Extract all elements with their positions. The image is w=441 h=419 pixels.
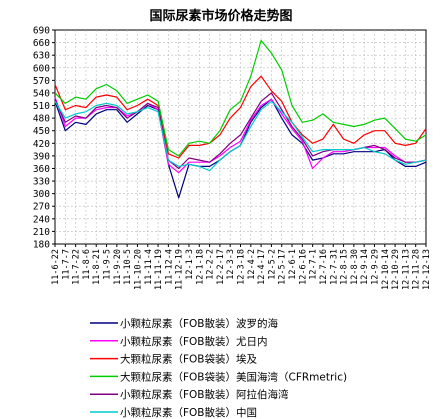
x-tick-label: 12-2-2 — [206, 249, 216, 280]
legend-label-2: 小颗粒尿素（FOB散装）尤日内 — [120, 335, 268, 348]
x-tick-label: 11-8-21 — [92, 249, 102, 285]
legend-label-3: 大颗粒尿素（FOB袋装）埃及 — [120, 353, 258, 366]
x-tick-label: 12-4-2 — [247, 249, 257, 280]
y-tick-label: 270 — [33, 202, 50, 213]
x-axis: 11-6-22 11-7-7 11-7-22 11-8-6 11-8-21 11-9-5 1… — [51, 244, 432, 290]
y-tick-label: 660 — [33, 38, 50, 49]
x-tick-label: 11-12-19 — [175, 249, 185, 290]
legend-label-6: 小颗粒尿素（FOB散装）中国 — [120, 406, 257, 419]
y-tick-label: 630 — [33, 51, 50, 62]
x-tick-label: 12-4-17 — [257, 249, 267, 285]
legend: 小颗粒尿素（FOB散装）波罗的海小颗粒尿素（FOB散装）尤日内大颗粒尿素（FOB… — [90, 317, 347, 419]
x-tick-label: 11-11-4 — [144, 249, 154, 285]
y-tick-label: 690 — [33, 26, 50, 37]
x-tick-label: 12-9-29 — [370, 249, 380, 285]
y-tick-label: 600 — [33, 63, 50, 74]
x-tick-label: 11-6-22 — [51, 249, 61, 285]
x-tick-label: 11-9-5 — [103, 249, 113, 280]
x-tick-label: 12-2-17 — [216, 249, 226, 285]
x-tick-label: 11-9-20 — [113, 249, 123, 285]
y-tick-label: 480 — [33, 114, 50, 125]
x-tick-label: 12-11-28 — [412, 249, 422, 290]
x-tick-label: 12-5-17 — [278, 249, 288, 285]
x-tick-label: 12-11-13 — [401, 249, 411, 290]
y-tick-label: 450 — [33, 126, 50, 137]
y-tick-label: 240 — [33, 214, 50, 225]
x-tick-label: 11-8-6 — [82, 249, 92, 280]
legend-label-4: 大颗粒尿素（FOB袋装）美国海湾（CFRmetric) — [120, 370, 347, 383]
x-tick-label: 12-3-18 — [237, 249, 247, 285]
y-tick-label: 360 — [33, 164, 50, 175]
x-tick-label: 12-7-31 — [329, 249, 339, 285]
x-tick-label: 12-12-13 — [422, 249, 432, 290]
x-tick-label: 11-11-19 — [154, 249, 164, 290]
y-tick-label: 330 — [33, 177, 50, 188]
x-tick-label: 12-7-16 — [319, 249, 329, 285]
x-tick-label: 12-8-15 — [340, 249, 350, 285]
x-tick-label: 12-9-14 — [360, 249, 370, 285]
x-tick-label: 11-7-7 — [61, 249, 71, 280]
x-tick-label: 12-6-1 — [288, 249, 298, 280]
y-tick-label: 390 — [33, 151, 50, 162]
series-line-3 — [54, 75, 427, 159]
x-tick-label: 12-7-1 — [309, 249, 319, 280]
x-tick-label: 12-10-29 — [391, 249, 401, 290]
x-tick-label: 11-10-5 — [123, 249, 133, 285]
x-tick-label: 11-10-20 — [133, 249, 143, 290]
y-tick-label: 180 — [33, 240, 50, 251]
x-tick-label: 12-10-14 — [381, 249, 391, 290]
y-tick-label: 540 — [33, 88, 50, 99]
x-tick-label: 12-1-18 — [195, 249, 205, 285]
y-axis: 1802102402703003303603904204504805105405… — [33, 26, 55, 251]
x-tick-label: 11-12-4 — [164, 249, 174, 285]
chart-title: 国际尿素市场价格走势图 — [149, 8, 292, 24]
plot-frame — [54, 29, 427, 245]
plot-area — [54, 29, 427, 245]
x-tick-label: 12-1-3 — [185, 249, 195, 280]
series-line-6 — [54, 100, 427, 172]
x-tick-label: 12-8-30 — [350, 249, 360, 285]
x-tick-label: 11-7-22 — [72, 249, 82, 285]
series-line-4 — [54, 39, 427, 157]
y-tick-label: 210 — [33, 227, 50, 238]
y-tick-label: 570 — [33, 76, 50, 87]
y-tick-label: 510 — [33, 101, 50, 112]
y-tick-label: 420 — [33, 139, 50, 150]
x-tick-label: 12-3-3 — [226, 249, 236, 280]
legend-label-5: 小颗粒尿素（FOB散装）阿拉伯海湾 — [120, 388, 289, 401]
legend-label-1: 小颗粒尿素（FOB散装）波罗的海 — [120, 317, 279, 330]
x-tick-label: 12-5-2 — [267, 249, 277, 280]
series-group — [54, 39, 427, 199]
y-tick-label: 300 — [33, 189, 50, 200]
x-tick-label: 12-6-16 — [298, 249, 308, 285]
